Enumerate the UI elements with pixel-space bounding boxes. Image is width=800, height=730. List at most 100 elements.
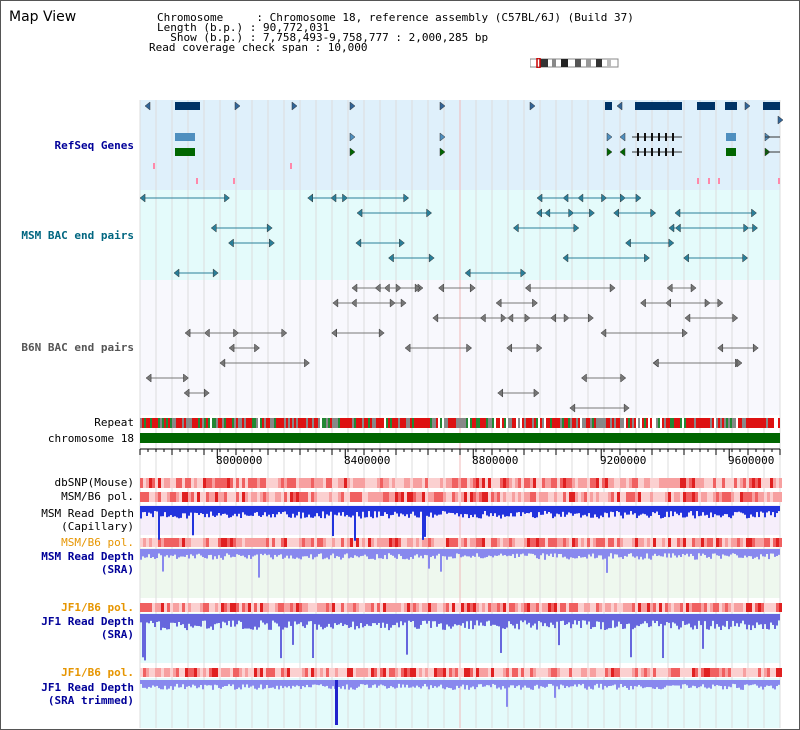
msm-sra-depth: [562, 549, 564, 558]
msm-sra-depth: [146, 549, 148, 558]
msm-pol-cell: [254, 492, 257, 502]
jf1-pol2-cell: [686, 668, 689, 677]
repeat-segment: [338, 418, 340, 428]
jf1-sra-depth: [638, 614, 640, 627]
msm-capillary-depth: [202, 506, 204, 515]
repeat-segment: [146, 418, 148, 428]
msm-capillary-depth: [528, 506, 530, 514]
msm-sra-depth: [540, 549, 542, 556]
msm-capillary-depth: [266, 506, 268, 517]
msm-pol2-cell: [521, 538, 524, 547]
dbsnp-cell: [353, 478, 356, 488]
repeat-segment: [494, 418, 496, 428]
jf1-trimmed-depth: [704, 680, 706, 688]
msm-sra-depth: [366, 549, 368, 557]
msm-pol-cell: [551, 492, 554, 502]
msm-capillary-depth: [480, 506, 482, 519]
msm-pol-cell: [665, 492, 668, 502]
msm-sra-depth: [674, 549, 676, 556]
msm-sra-depth: [702, 549, 704, 554]
msm-sra-depth: [164, 549, 166, 557]
repeat-segment: [380, 418, 382, 428]
msm-pol2-cell: [293, 538, 296, 547]
msm-capillary-depth: [720, 506, 722, 518]
msm-capillary-depth: [314, 506, 316, 517]
jf1-trimmed-depth: [520, 680, 522, 690]
chromosome-ideogram[interactable]: [529, 53, 620, 69]
msm-pol-cell: [365, 492, 368, 502]
jf1-sra-depth: [610, 614, 612, 629]
jf1-pol-cell: [590, 603, 593, 612]
jf1-sra-depth: [142, 614, 144, 658]
jf1-pol2-cell: [779, 668, 782, 677]
msm-sra-depth: [408, 549, 410, 560]
msm-sra-depth: [184, 549, 186, 557]
repeat-segment: [268, 418, 270, 428]
msm-sra-depth: [518, 549, 520, 557]
msm-sra-depth: [448, 549, 450, 557]
msm-pol-cell: [221, 492, 224, 502]
msm-sra-depth: [572, 549, 574, 558]
jf1-pol-cell: [392, 603, 395, 612]
msm-pol-cell: [290, 492, 293, 502]
repeat-segment: [618, 418, 620, 428]
jf1-pol2-cell: [617, 668, 620, 677]
msm-pol2-cell: [737, 538, 740, 547]
jf1-pol2-cell: [707, 668, 710, 677]
jf1-trimmed-depth: [440, 680, 442, 685]
msm-capillary-depth: [372, 506, 374, 519]
repeat-segment: [612, 418, 614, 428]
msm-sra-depth: [404, 549, 406, 560]
jf1-sra-depth: [372, 614, 374, 624]
dbsnp-cell: [437, 478, 440, 488]
jf1-trimmed-depth: [498, 680, 500, 688]
jf1-pol2-cell: [506, 668, 509, 677]
b6n-bac-track-label[interactable]: B6N BAC end pairs: [21, 341, 134, 354]
jf1-sra-depth: [276, 614, 278, 624]
jf1-pol2-cell: [341, 668, 344, 677]
repeat-segment: [698, 418, 700, 428]
msm-capillary-depth: [308, 506, 310, 515]
jf1-pol-cell: [395, 603, 398, 612]
repeat-segment: [350, 418, 352, 428]
jf1-sra-depth: [232, 614, 234, 621]
msm-pol-cell: [527, 492, 530, 502]
jf1-trimmed-depth: [760, 680, 762, 687]
msm-capillary-depth: [490, 506, 492, 514]
jf1-pol-cell: [356, 603, 359, 612]
jf1-trimmed-depth: [584, 680, 586, 689]
jf1-trimmed-depth: [448, 680, 450, 688]
msm-bac-track-label[interactable]: MSM BAC end pairs: [21, 229, 134, 242]
jf1-sra-depth: [408, 614, 410, 621]
jf1-trimmed-depth: [456, 680, 458, 686]
jf1-pol-cell: [476, 603, 479, 612]
msm-capillary-depth: [212, 506, 214, 516]
dbsnp-cell: [359, 478, 362, 488]
jf1-trimmed-depth: [700, 680, 702, 687]
msm-pol2-cell: [686, 538, 689, 547]
jf1-pol-cell: [662, 603, 665, 612]
refseq-track-label[interactable]: RefSeq Genes: [54, 139, 134, 152]
jf1-pol2-cell: [374, 668, 377, 677]
jf1-trimmed-depth: [466, 680, 468, 686]
refseq-arrow: [144, 101, 151, 111]
msm-pol-cell: [737, 492, 740, 502]
msm-sra-depth: [150, 549, 152, 559]
jf1-trimmed-depth: [206, 680, 208, 686]
repeat-segment: [290, 418, 292, 428]
msm-pol-cell: [146, 492, 149, 502]
msm-capillary-depth: [316, 506, 318, 514]
msm-sra-depth: [428, 549, 430, 569]
msm-pol-cell: [416, 492, 419, 502]
jf1-pol2-cell: [368, 668, 371, 677]
jf1-trimmed-depth: [712, 680, 714, 685]
msm-sra-depth: [220, 549, 222, 558]
msm-pol-cell: [590, 492, 593, 502]
jf1-pol-cell: [464, 603, 467, 612]
msm-sra-depth: [176, 549, 178, 559]
jf1-trimmed-depth: [716, 680, 718, 686]
jf1-pol-cell: [167, 603, 170, 612]
jf1-sra-depth: [652, 614, 654, 621]
dbsnp-cell: [440, 478, 443, 488]
